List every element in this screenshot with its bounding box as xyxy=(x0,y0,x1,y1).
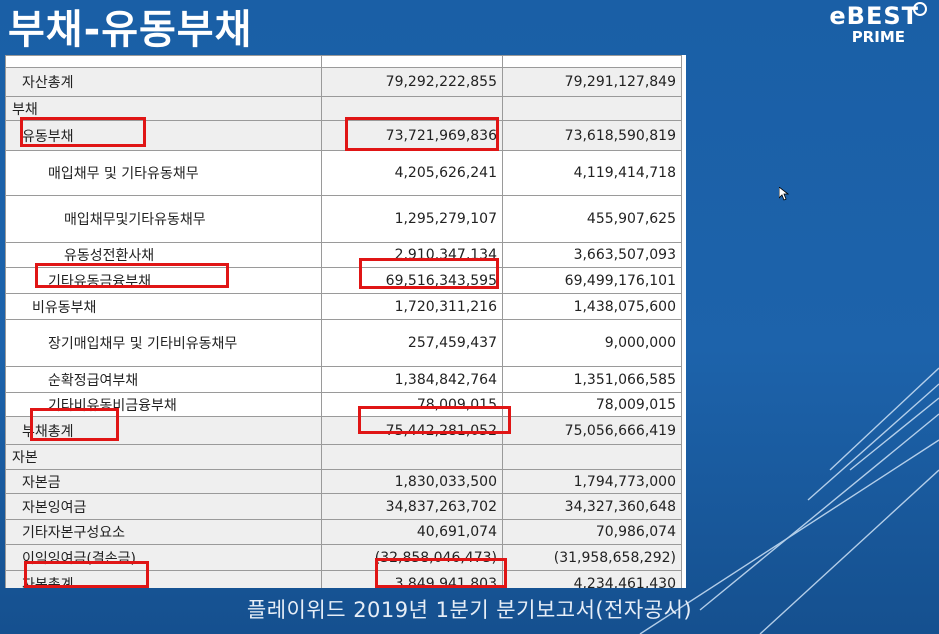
row-value-current: 79,292,222,855 xyxy=(321,67,503,97)
row-value-current xyxy=(321,96,503,121)
row-label: 자본총계 xyxy=(5,570,322,588)
table-row: 장기매입채무 및 기타비유동채무 257,459,437 9,000,000 xyxy=(5,319,682,367)
table-row: 자본총계 3,849,941,803 4,234,461,430 xyxy=(5,570,682,588)
row-label: 부채 xyxy=(5,96,322,121)
row-value-prior: 79,291,127,849 xyxy=(502,67,682,97)
row-label: 장기매입채무 및 기타비유동채무 xyxy=(5,319,322,367)
row-value-current xyxy=(321,444,503,470)
row-label: 자본잉여금 xyxy=(5,493,322,520)
row-value-current: (32,858,046,473) xyxy=(321,544,503,571)
row-label: 자본금 xyxy=(5,469,322,494)
row-value-current: 257,459,437 xyxy=(321,319,503,367)
logo-ring-mark xyxy=(913,2,927,16)
table-row: 순확정급여부채 1,384,842,764 1,351,066,585 xyxy=(5,366,682,393)
row-value-current: 69,516,343,595 xyxy=(321,267,503,294)
row-value-current: 1,830,033,500 xyxy=(321,469,503,494)
row-value-prior: 1,438,075,600 xyxy=(502,293,682,320)
row-value-current: 3,849,941,803 xyxy=(321,570,503,588)
table-row: 부채 xyxy=(5,96,682,121)
table-row: 자본잉여금 34,837,263,702 34,327,360,648 xyxy=(5,493,682,520)
highlight-box-total-liabilities-label xyxy=(30,408,119,441)
mouse-pointer-icon xyxy=(779,187,789,201)
table-row: 유동부채 73,721,969,836 73,618,590,819 xyxy=(5,120,682,151)
row-value-current: 40,691,074 xyxy=(321,519,503,545)
row-label: 이익잉여금(결손금) xyxy=(5,544,322,571)
highlight-box-other-financial-liabilities-value xyxy=(359,258,499,289)
row-label: 유동부채 xyxy=(5,120,322,151)
row-value-current: 73,721,969,836 xyxy=(321,120,503,151)
table-row: 자본 xyxy=(5,444,682,470)
table-row: 자산총계 79,292,222,855 79,291,127,849 xyxy=(5,67,682,97)
row-label: 매입채무및기타유동채무 xyxy=(5,195,322,243)
row-value-prior: (31,958,658,292) xyxy=(502,544,682,571)
row-value-prior: 73,618,590,819 xyxy=(502,120,682,151)
table-row: 자본금 1,830,033,500 1,794,773,000 xyxy=(5,469,682,494)
table-row: 부채총계 75,442,281,052 75,056,666,419 xyxy=(5,416,682,445)
row-value-prior: 69,499,176,101 xyxy=(502,267,682,294)
row-value-prior: 4,119,414,718 xyxy=(502,150,682,196)
table-row: 매입채무 및 기타유동채무 4,205,626,241 4,119,414,71… xyxy=(5,150,682,196)
row-value-prior xyxy=(502,444,682,470)
row-value-prior: 3,663,507,093 xyxy=(502,242,682,268)
highlight-box-total-equity-value xyxy=(375,558,507,588)
financial-statement-excerpt: 자산총계 79,292,222,855 79,291,127,849 부채 유동… xyxy=(5,55,686,588)
table-row: 매입채무및기타유동채무 1,295,279,107 455,907,625 xyxy=(5,195,682,243)
row-value-prior: 78,009,015 xyxy=(502,392,682,417)
row-value-prior: 9,000,000 xyxy=(502,319,682,367)
row-value-prior: 4,234,461,430 xyxy=(502,570,682,588)
row-value-current: 78,009,015 xyxy=(321,392,503,417)
row-label: 기타비유동비금융부채 xyxy=(5,392,322,417)
highlight-box-current-liabilities-value xyxy=(345,117,499,151)
balance-sheet-table: 자산총계 79,292,222,855 79,291,127,849 부채 유동… xyxy=(5,55,682,588)
row-label: 기타자본구성요소 xyxy=(5,519,322,545)
row-value-prior: 1,794,773,000 xyxy=(502,469,682,494)
row-label: 순확정급여부채 xyxy=(5,366,322,393)
row-value-current: 34,837,263,702 xyxy=(321,493,503,520)
highlight-box-other-financial-liabilities-label xyxy=(35,263,229,288)
row-value-prior: 34,327,360,648 xyxy=(502,493,682,520)
highlight-box-total-liabilities-value xyxy=(358,406,511,434)
row-value-prior xyxy=(502,96,682,121)
table-row: 기타자본구성요소 40,691,074 70,986,074 xyxy=(5,519,682,545)
logo-main-text: eBEST xyxy=(829,2,919,30)
logo-sub-text: PRIME xyxy=(851,28,905,46)
row-value-current: 75,442,281,052 xyxy=(321,416,503,445)
row-label: 비유동부채 xyxy=(5,293,322,320)
row-value-prior: 70,986,074 xyxy=(502,519,682,545)
table-row: 이익잉여금(결손금) (32,858,046,473) (31,958,658,… xyxy=(5,544,682,571)
slide-title: 부채-유동부채 xyxy=(8,7,253,53)
row-value-current: 1,384,842,764 xyxy=(321,366,503,393)
row-value-current: 1,295,279,107 xyxy=(321,195,503,243)
table-row: 유동성전환사채 2,910,347,134 3,663,507,093 xyxy=(5,242,682,268)
row-value-prior: 455,907,625 xyxy=(502,195,682,243)
ebest-prime-logo: eBEST PRIME xyxy=(817,2,927,48)
source-caption: 플레이위드 2019년 1분기 분기보고서(전자공시) xyxy=(246,598,693,622)
table-row: 비유동부채 1,720,311,216 1,438,075,600 xyxy=(5,293,682,320)
row-label: 자본 xyxy=(5,444,322,470)
table-row: 기타비유동비금융부채 78,009,015 78,009,015 xyxy=(5,392,682,417)
row-value-current: 1,720,311,216 xyxy=(321,293,503,320)
table-row-cutoff xyxy=(5,55,682,68)
row-value-current: 4,205,626,241 xyxy=(321,150,503,196)
highlight-box-total-equity-label xyxy=(24,561,149,588)
row-value-prior: 75,056,666,419 xyxy=(502,416,682,445)
row-label: 매입채무 및 기타유동채무 xyxy=(5,150,322,196)
row-value-prior: 1,351,066,585 xyxy=(502,366,682,393)
highlight-box-current-liabilities-label xyxy=(20,117,146,147)
row-label: 자산총계 xyxy=(5,67,322,97)
